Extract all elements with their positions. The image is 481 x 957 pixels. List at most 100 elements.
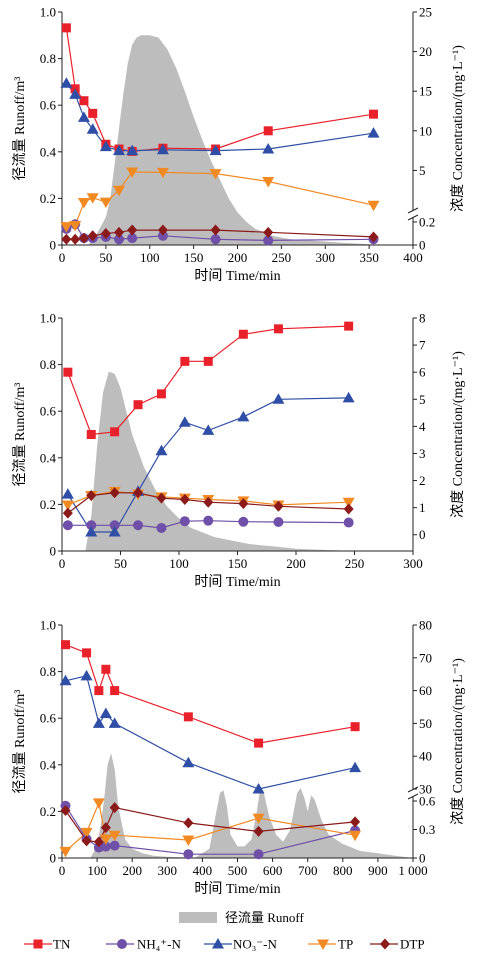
- point-tp: [156, 167, 169, 179]
- figure: 0 50 100 150 200 250 300 350 40000.20.40.60.81.0…: [12, 5, 466, 898]
- point-no3: [182, 756, 195, 768]
- point-no3: [69, 88, 82, 99]
- left-y-tick-label: 0.2: [40, 191, 56, 206]
- legend-runoff-label: 径流量 Runoff: [225, 910, 305, 925]
- right-y-tick-label: 4: [419, 419, 426, 434]
- point-tp: [60, 222, 73, 233]
- left-axis-label: 径流量 Runoff/m³: [12, 690, 28, 794]
- left-y-tick-label: 0.4: [40, 144, 57, 159]
- x-tick-label: 0: [59, 863, 66, 878]
- chart-panel-top: 0 50 100 150 200 250 300 350 40000.20.40.60.81.0…: [12, 5, 466, 285]
- chart-panel-bottom: 0 100 200 300 400 500 600 700 800 900 1 00000.20.4…: [12, 618, 466, 898]
- point-tp: [126, 167, 139, 178]
- x-tick-label: 300: [158, 863, 178, 878]
- x-axis-label: 时间 Time/min: [194, 881, 280, 897]
- x-tick-label: 150: [228, 556, 248, 571]
- point-dtp: [156, 492, 167, 504]
- x-tick-label: 700: [298, 863, 318, 878]
- point-no3: [108, 526, 121, 537]
- point-tn: [183, 712, 193, 722]
- left-axis-label: 径流量 Runoff/m³: [12, 77, 28, 181]
- legend-label-nh4: NH₄⁺-N: [137, 937, 181, 952]
- series-line-tn: [67, 325, 349, 436]
- point-tn: [156, 389, 166, 399]
- left-y-tick-label: 0.2: [40, 804, 56, 819]
- left-y-tick-label: 0: [50, 544, 57, 559]
- right-y-tick-label: 5: [419, 163, 426, 178]
- point-nh4: [179, 516, 190, 527]
- point-tp: [182, 835, 195, 846]
- point-tp: [92, 798, 105, 809]
- left-axis-label: 径流量 Runoff/m³: [12, 383, 28, 487]
- point-tn: [94, 686, 104, 696]
- x-tick-label: 250: [272, 250, 292, 265]
- x-tick-label: 500: [228, 863, 248, 878]
- legend-label-dtp: DTP: [400, 937, 425, 952]
- point-no3: [202, 424, 215, 435]
- x-tick-label: 300: [403, 556, 423, 571]
- point-tp: [99, 197, 112, 209]
- x-tick-label: 200: [286, 556, 306, 571]
- point-no3: [61, 488, 74, 499]
- left-y-tick-label: 0.6: [40, 404, 57, 419]
- point-dtp: [100, 228, 111, 239]
- point-tp: [61, 500, 74, 511]
- legend-marker-tn: [33, 939, 43, 949]
- right-y-tick-label: 50: [419, 716, 432, 731]
- point-tp: [367, 200, 380, 212]
- point-tn: [263, 126, 273, 136]
- x-tick-label: 100: [87, 863, 107, 878]
- point-tp: [80, 827, 93, 839]
- series-line-nh4: [67, 520, 349, 529]
- point-nh4: [133, 520, 144, 531]
- x-tick-label: 200: [122, 863, 142, 878]
- point-no3: [349, 761, 362, 773]
- x-tick-label: 800: [333, 863, 353, 878]
- point-no3: [99, 707, 112, 719]
- left-y-tick-label: 0.6: [40, 98, 57, 113]
- x-tick-label: 250: [345, 556, 365, 571]
- axis-break-mark: [407, 207, 419, 221]
- point-no3: [80, 669, 93, 681]
- point-no3: [99, 140, 112, 152]
- point-no3: [209, 144, 222, 156]
- point-tp: [77, 197, 90, 209]
- right-y-tick-label: 20: [419, 44, 432, 59]
- point-no3: [272, 393, 285, 404]
- x-tick-label: 50: [99, 250, 112, 265]
- x-axis-label: 时间 Time/min: [194, 574, 280, 590]
- legend-runoff-swatch: [179, 912, 217, 923]
- right-y-tick-label: 6: [419, 365, 426, 380]
- point-dtp: [86, 489, 97, 501]
- left-y-tick-label: 0.2: [40, 497, 56, 512]
- x-tick-label: 1 000: [398, 863, 427, 878]
- point-no3: [108, 717, 121, 728]
- x-tick-label: 400: [403, 250, 423, 265]
- series-line-no3: [67, 397, 349, 533]
- x-tick-label: 600: [263, 863, 283, 878]
- point-dtp: [183, 817, 194, 829]
- x-tick-label: 200: [228, 250, 248, 265]
- point-tp: [342, 497, 355, 509]
- point-nh4: [343, 517, 354, 528]
- point-tn: [61, 23, 71, 33]
- x-tick-label: 150: [184, 250, 204, 265]
- right-y-tick-label: 40: [419, 749, 432, 764]
- point-no3: [156, 143, 169, 155]
- point-nh4: [86, 520, 97, 531]
- point-dtp: [263, 226, 274, 238]
- point-nh4: [238, 516, 249, 527]
- x-tick-label: 100: [140, 250, 160, 265]
- runoff-area: [62, 371, 367, 551]
- point-nh4: [273, 517, 284, 528]
- point-tp: [59, 846, 72, 858]
- point-tp: [69, 220, 82, 232]
- right-y-tick-label: 0: [419, 527, 426, 542]
- chart-panel-middle: 0 50 100 150 200 250 300 0 0.2 0.4 0.6 0.8 1.0 0 1 2 3 4 5…: [12, 311, 466, 591]
- right-y-tick-label: 70: [419, 650, 432, 665]
- left-y-tick-label: 1.0: [40, 618, 56, 633]
- legend-marker-tp: [317, 939, 329, 950]
- point-no3: [77, 111, 90, 122]
- runoff-area: [62, 35, 378, 245]
- right-axis-label: 浓度 Concentration/(mg·L⁻¹): [450, 658, 466, 825]
